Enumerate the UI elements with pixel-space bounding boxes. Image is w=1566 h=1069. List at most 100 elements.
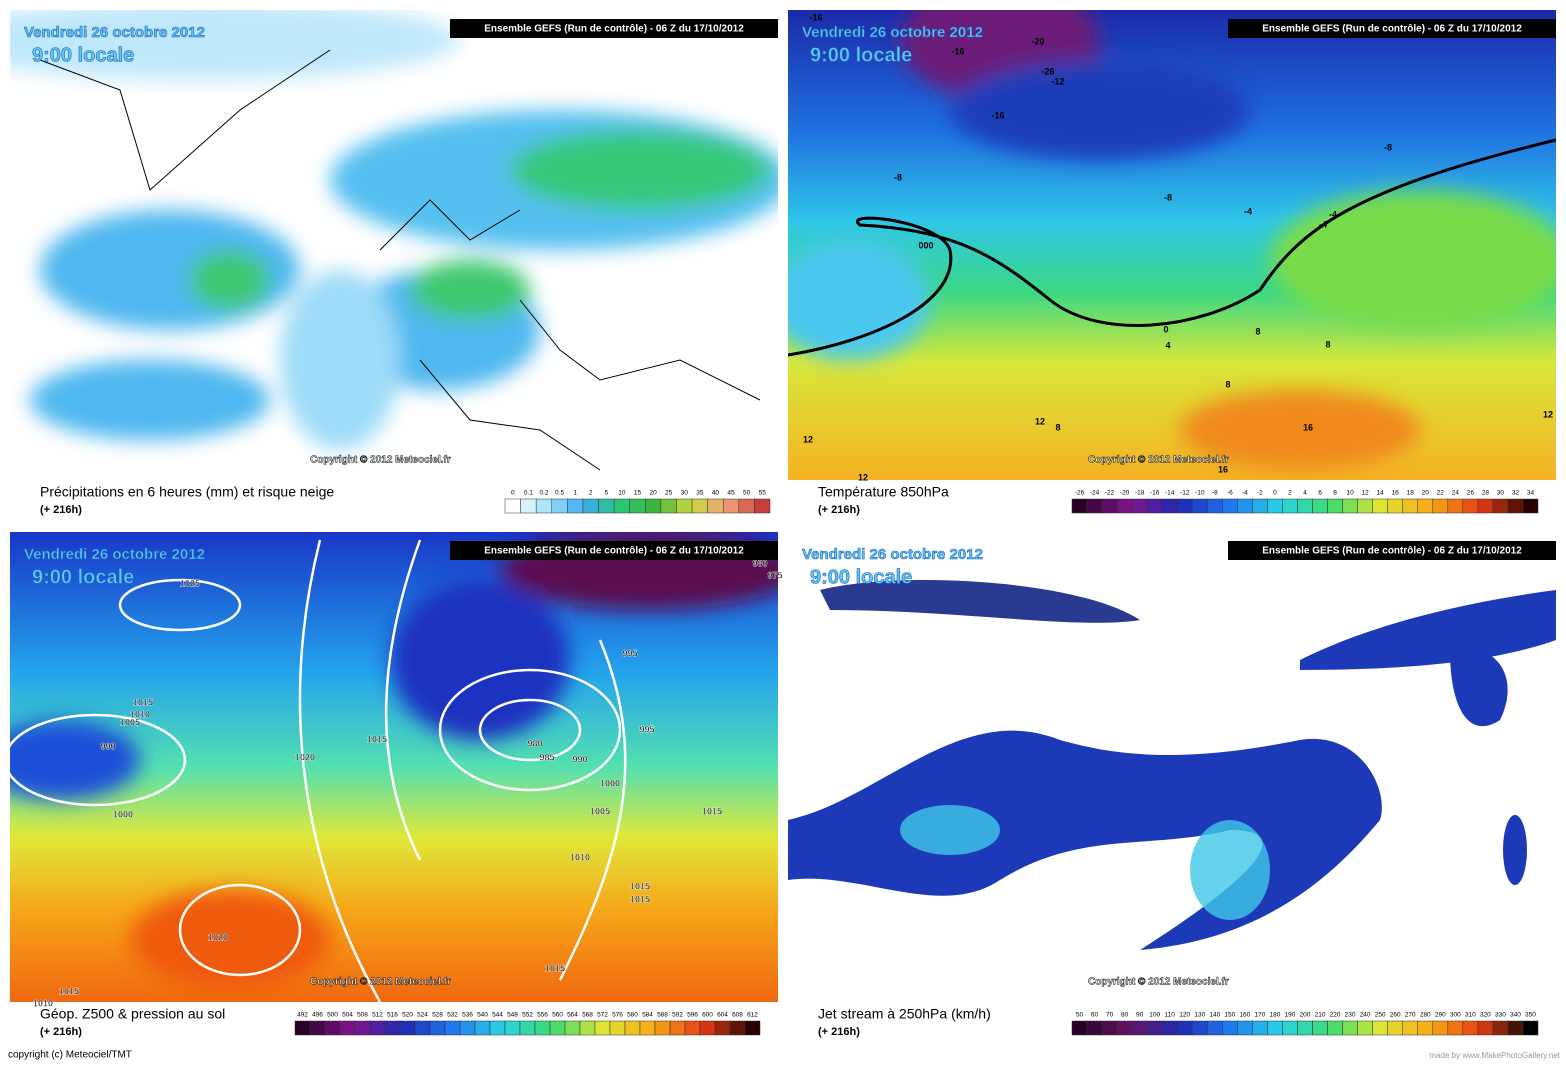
legend-label: 544 [492, 1012, 503, 1019]
legend-swatch [1101, 498, 1118, 514]
legend-label: 0.2 [539, 490, 548, 497]
legend-swatch [1222, 498, 1238, 514]
contour-label: 990 [572, 754, 587, 764]
legend-label: -10 [1195, 490, 1205, 497]
legend-swatch [1086, 498, 1103, 514]
legend-swatch [1387, 498, 1403, 514]
caption-lead: (+ 216h) [818, 504, 860, 516]
legend-swatch [613, 498, 630, 514]
caption-lead: (+ 216h) [40, 1026, 82, 1038]
legend-swatch [579, 1020, 596, 1036]
legend-swatch [1432, 498, 1449, 514]
contour-label: 1015 [702, 806, 722, 816]
legend-label: 580 [627, 1012, 638, 1019]
legend-label: -26 [1075, 490, 1085, 497]
legend-label: 100 [1149, 1012, 1160, 1019]
legend-swatch [1192, 1020, 1208, 1036]
contour-label: -8 [894, 172, 902, 182]
legend-swatch [534, 1020, 551, 1036]
legend-label: 568 [582, 1012, 593, 1019]
legend-label: 612 [747, 1012, 758, 1019]
legend-swatch [722, 498, 740, 514]
legend-label: 592 [672, 1012, 683, 1019]
legend-swatch [1131, 1020, 1148, 1036]
legend-swatch [1131, 498, 1148, 514]
contour-label: 16 [1303, 422, 1313, 432]
legend-swatch [564, 1020, 581, 1036]
legend-label: 290 [1435, 1012, 1446, 1019]
contour-label: -26 [1041, 66, 1054, 76]
legend-label: 310 [1465, 1012, 1476, 1019]
contour-label: 1005 [590, 806, 610, 816]
legend-label: 520 [402, 1012, 413, 1019]
contour-label: -16 [951, 46, 964, 56]
legend-label: -6 [1227, 490, 1233, 497]
legend-label: 270 [1405, 1012, 1416, 1019]
legend-label: 2 [589, 490, 593, 497]
legend-label: 0.1 [524, 490, 533, 497]
legend-label: 6 [1318, 490, 1322, 497]
legend-swatch [729, 1020, 746, 1036]
legend-swatch [654, 1020, 671, 1036]
legend-swatch [1237, 498, 1253, 514]
legend-label: 552 [522, 1012, 533, 1019]
legend-label: 512 [372, 1012, 383, 1019]
legend-label: 35 [696, 490, 704, 497]
contour-label: 12 [803, 434, 813, 444]
legend-label: 588 [657, 1012, 668, 1019]
legend-label: 45 [727, 490, 735, 497]
contour-label: -8 [1384, 142, 1392, 152]
contour-label: 1015 [630, 894, 650, 904]
legend-swatch [1417, 498, 1434, 514]
legend-swatch [629, 498, 646, 514]
legend-label: 604 [717, 1012, 728, 1019]
legend-swatch [1297, 498, 1313, 514]
legend-swatch [1342, 498, 1358, 514]
caption-title: Précipitations en 6 heures (mm) et risqu… [40, 484, 334, 500]
legend-label: 240 [1360, 1012, 1371, 1019]
legend-swatch [1477, 1020, 1494, 1036]
legend-label: 30 [1497, 490, 1505, 497]
legend-swatch [1282, 1020, 1298, 1036]
legend-swatch [676, 498, 693, 514]
legend-label: 524 [417, 1012, 428, 1019]
contour-label: 980 [527, 738, 542, 748]
legend-label: 15 [634, 490, 642, 497]
date-label: Vendredi 26 octobre 2012 [24, 24, 205, 41]
legend-swatch [354, 1020, 371, 1036]
legend-label: 70 [1106, 1012, 1114, 1019]
legend-label: 1 [573, 490, 577, 497]
contour-label: -16 [809, 12, 822, 22]
legend-label: -12 [1180, 490, 1190, 497]
contour-label: 1010 [570, 852, 590, 862]
legend-label: 10 [618, 490, 626, 497]
legend-label: 516 [387, 1012, 398, 1019]
contour-label: 1010 [33, 998, 53, 1008]
legend-swatch [459, 1020, 476, 1036]
legend-swatch [1267, 1020, 1283, 1036]
legend-label: 130 [1194, 1012, 1205, 1019]
legend-label: 5 [605, 490, 609, 497]
run-banner [450, 541, 778, 560]
legend-label: 120 [1179, 1012, 1190, 1019]
legend-swatch [1222, 1020, 1238, 1036]
contour-label: 995 [639, 724, 654, 734]
legend-label: 18 [1407, 490, 1415, 497]
legend-swatch [1116, 498, 1133, 514]
geopotential-map [10, 532, 778, 1002]
legend-label: 492 [297, 1012, 308, 1019]
contour-label: 000 [918, 240, 933, 250]
legend-label: 170 [1254, 1012, 1265, 1019]
contour-label: -12 [1051, 76, 1064, 86]
legend-swatch [1312, 1020, 1328, 1036]
legend-swatch [1146, 498, 1163, 514]
time-label: 9:00 locale [810, 566, 912, 588]
contour-label: 1020 [295, 752, 315, 762]
legend-swatch [639, 1020, 656, 1036]
legend-swatch [504, 498, 521, 514]
legend-swatch [1146, 1020, 1163, 1036]
contour-label: -16 [991, 110, 1004, 120]
contour-label: 1020 [208, 932, 228, 942]
legend-swatch [582, 498, 599, 514]
legend-label: 572 [597, 1012, 608, 1019]
